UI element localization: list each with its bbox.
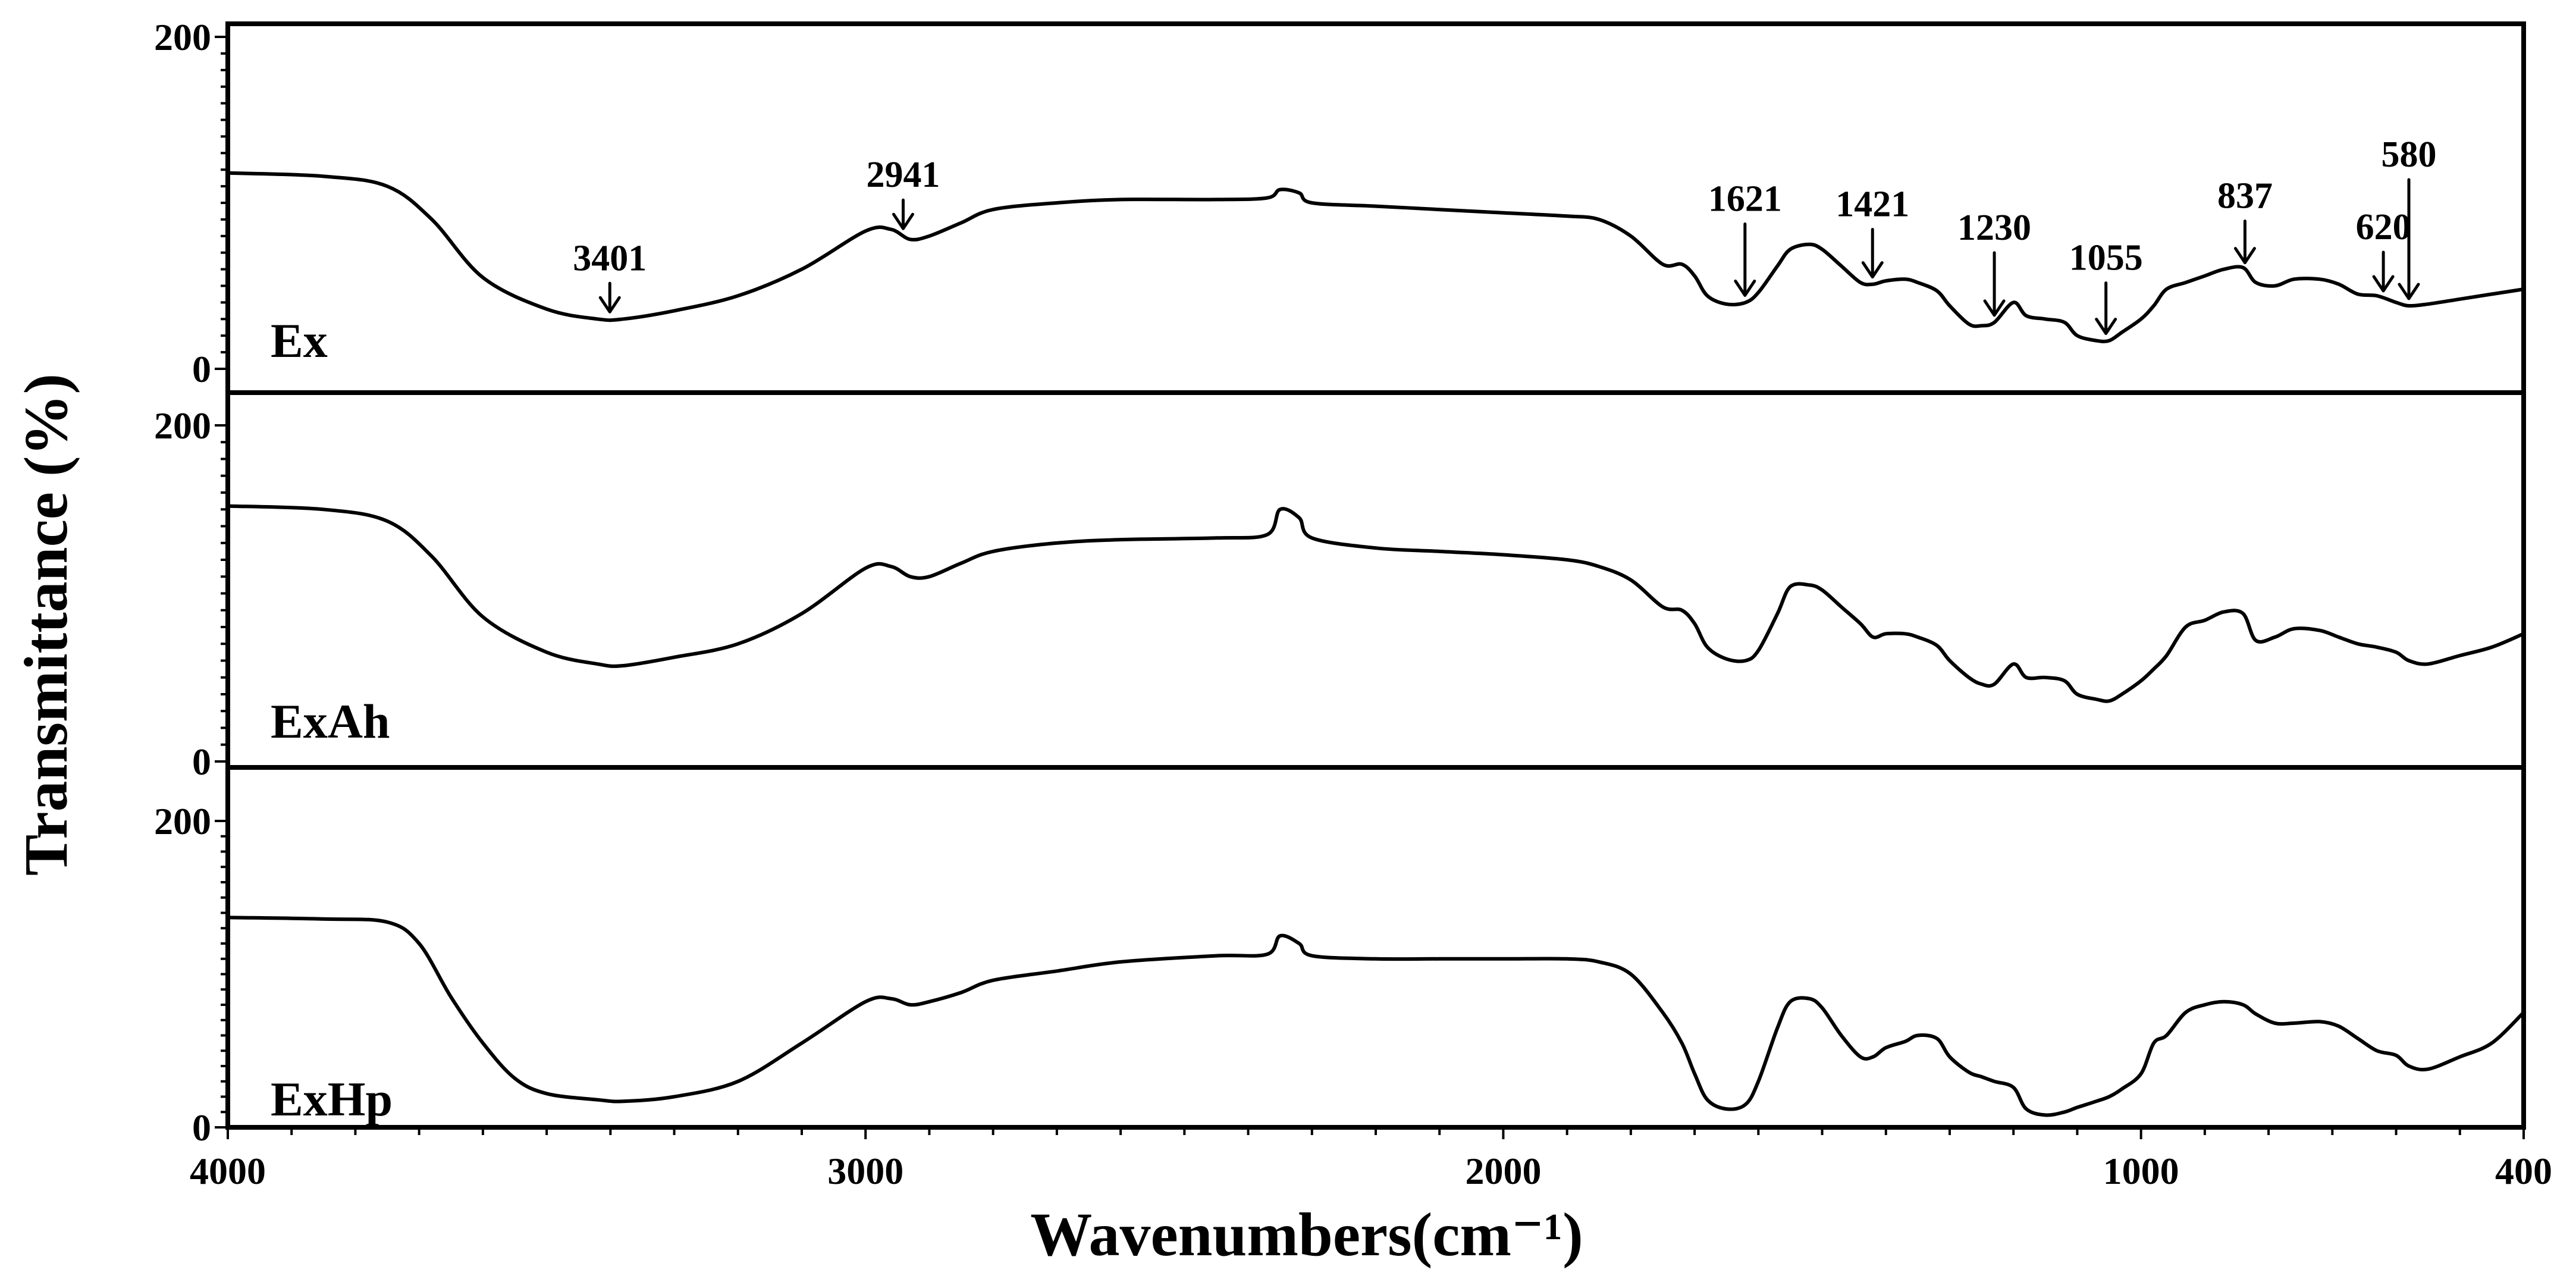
peak-label: 837 (2217, 176, 2273, 217)
peak-arrow (1861, 228, 1884, 279)
panel-label-exah: ExAh (271, 694, 390, 748)
peak-label: 1621 (1708, 178, 1782, 219)
y-tick-label: 200 (154, 800, 211, 842)
peak-label: 2941 (866, 155, 940, 195)
y-tick-label: 0 (192, 741, 211, 783)
peak-arrow (2095, 281, 2117, 336)
peak-label: 1421 (1835, 184, 1909, 225)
y-axis-title: Transmittance (%) (12, 374, 80, 876)
y-tick-label: 200 (154, 16, 211, 58)
peak-arrow (598, 281, 621, 314)
x-tick-label: 1000 (2103, 1150, 2179, 1192)
spectrum-line-ex (226, 171, 2525, 343)
y-tick-label: 0 (192, 1107, 211, 1149)
plot-area: 4000 3000 2000 1000 4002000Ex2000ExAh2000ExH… (154, 16, 2552, 1192)
y-tick-label: 0 (192, 348, 211, 390)
x-tick-label: 400 (2495, 1150, 2552, 1192)
panel-label-exhp: ExHp (271, 1072, 393, 1126)
x-tick-label: 4000 (190, 1150, 266, 1192)
x-axis-label: Wavenumbers(cm⁻¹) (1030, 1200, 1583, 1269)
peak-arrow (892, 198, 914, 230)
x-tick-label: 2000 (1465, 1150, 1541, 1192)
peak-label: 1055 (2069, 238, 2143, 278)
peak-arrow (2233, 220, 2256, 265)
peak-arrow (1983, 251, 2006, 317)
peak-label: 620 (2356, 207, 2411, 247)
peak-label: 3401 (573, 238, 647, 278)
spectrum-line-exhp (226, 916, 2525, 1117)
peak-arrow (2372, 250, 2395, 293)
x-tick-label: 3000 (827, 1150, 903, 1192)
spectrum-line-exah (226, 504, 2525, 703)
peak-label: 1230 (1957, 208, 2031, 248)
y-axis-label: Transmittance (%) (12, 374, 80, 876)
peak-arrow (2398, 178, 2420, 300)
y-tick-label: 200 (154, 405, 211, 447)
panel-label-ex: Ex (271, 314, 328, 368)
peak-arrow (1734, 222, 1756, 297)
plot-frame (225, 21, 2526, 1130)
peak-label: 580 (2382, 134, 2437, 175)
